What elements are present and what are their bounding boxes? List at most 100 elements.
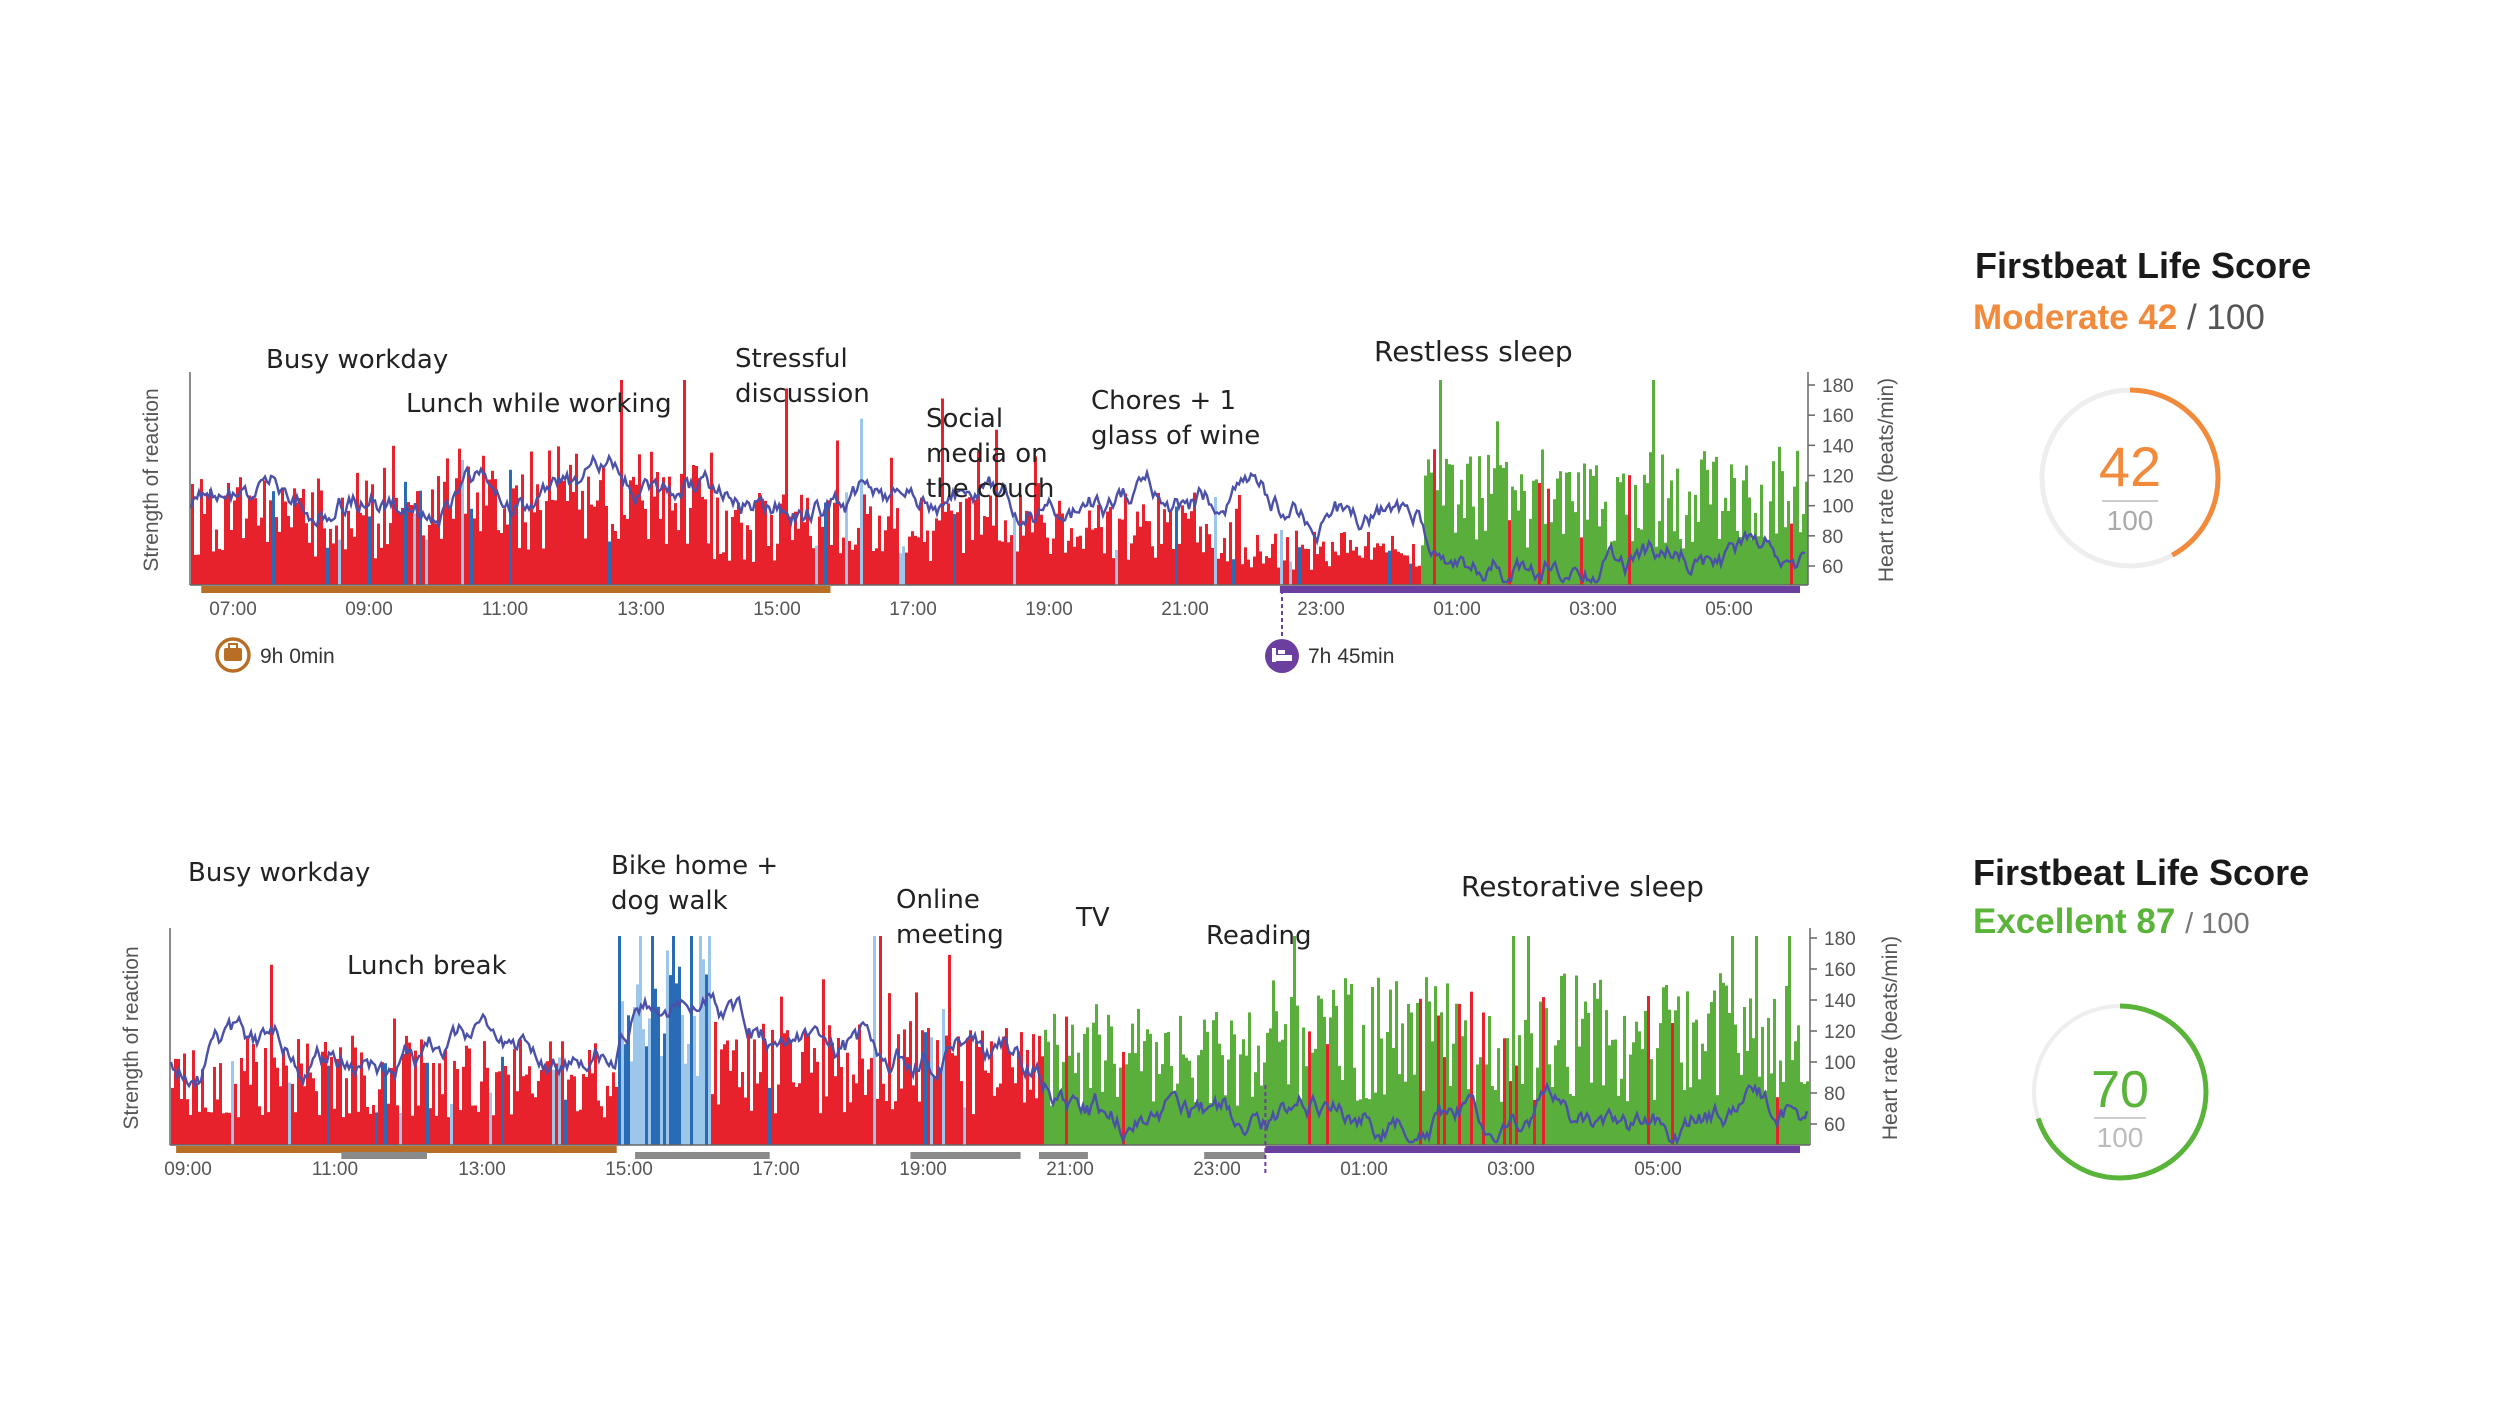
reaction-bar — [518, 548, 521, 585]
reaction-bar — [912, 1085, 915, 1145]
y-right-label-2: Heart rate (beats/min) — [1879, 936, 1902, 1140]
reaction-bar — [356, 472, 359, 585]
reaction-bar — [902, 546, 905, 585]
reaction-bar — [1785, 985, 1788, 1145]
reaction-bar — [174, 1058, 177, 1145]
reaction-bar — [1260, 1085, 1263, 1145]
reaction-bar — [582, 1074, 585, 1145]
reaction-bar — [1158, 1074, 1161, 1145]
reaction-bar — [315, 1091, 318, 1145]
reaction-bar — [734, 510, 737, 585]
reaction-bar — [1362, 1024, 1365, 1145]
reaction-bar — [785, 388, 788, 585]
reaction-bar — [1259, 551, 1262, 585]
reaction-bar — [1557, 1040, 1560, 1145]
reaction-bar — [428, 524, 431, 585]
reaction-bar — [219, 1063, 222, 1145]
reaction-bar — [1119, 1067, 1122, 1145]
reaction-bar — [1452, 1043, 1455, 1145]
reaction-bar — [1340, 533, 1343, 585]
reaction-bar — [1367, 532, 1370, 585]
reaction-bar — [1037, 483, 1040, 585]
reaction-bar — [282, 1048, 285, 1145]
reaction-bar — [1284, 1024, 1287, 1145]
reaction-bar — [1070, 528, 1073, 585]
reaction-bar — [210, 1112, 213, 1145]
reaction-bar — [506, 524, 509, 585]
reaction-bar — [1236, 1105, 1239, 1145]
reaction-bar — [788, 516, 791, 585]
reaction-bar — [1199, 526, 1202, 585]
reaction-bar — [779, 503, 782, 585]
reaction-bar — [528, 1066, 531, 1145]
reaction-bars-1 — [191, 380, 1808, 585]
reaction-bar — [1100, 527, 1103, 585]
reaction-bar — [968, 497, 971, 585]
reaction-bar — [657, 1006, 660, 1145]
reaction-bar — [575, 453, 578, 585]
reaction-bar — [1170, 1065, 1173, 1145]
reaction-bar — [297, 1039, 300, 1145]
reaction-bar — [1217, 558, 1220, 585]
reaction-bar — [1641, 1049, 1644, 1145]
reaction-bar — [530, 451, 533, 585]
reaction-bar — [536, 484, 539, 585]
reaction-bar — [1293, 936, 1296, 1145]
reaction-bar — [1124, 493, 1127, 585]
reaction-bar — [861, 1058, 864, 1145]
reaction-bar — [998, 540, 1001, 585]
time-tick-label: 21:00 — [1161, 599, 1209, 620]
reaction-bar — [1128, 1053, 1131, 1145]
reaction-bar — [180, 1099, 183, 1145]
reaction-bar — [300, 1063, 303, 1145]
reaction-bar — [959, 502, 962, 585]
time-tick-label: 07:00 — [209, 599, 257, 620]
reaction-bar — [1796, 450, 1799, 585]
sleep-period-bar-1 — [1279, 586, 1800, 593]
hr-tick-label: 60 — [1822, 557, 1843, 578]
reaction-bar — [1160, 543, 1163, 585]
reaction-bar — [1398, 1074, 1401, 1145]
reaction-bar — [1533, 1099, 1536, 1145]
reaction-bar — [663, 1033, 666, 1145]
reaction-bar — [980, 534, 983, 585]
gauge-value-2: 70 — [2091, 1061, 2149, 1119]
reaction-bar — [611, 524, 614, 585]
reaction-bar — [884, 530, 887, 585]
reaction-bar — [603, 1117, 606, 1145]
reaction-bar — [777, 1084, 780, 1145]
reaction-bar — [288, 1082, 291, 1145]
reaction-bar — [1611, 1039, 1614, 1145]
reaction-bar — [1787, 501, 1790, 585]
reaction-bar — [981, 1030, 984, 1145]
reaction-bar — [257, 525, 260, 585]
reaction-bar — [710, 452, 713, 585]
reaction-bar — [752, 561, 755, 585]
reaction-bar — [879, 936, 882, 1145]
reaction-bar — [209, 489, 212, 585]
reaction-bar — [831, 1042, 834, 1145]
reaction-bar — [671, 510, 674, 585]
reaction-bar — [890, 457, 893, 585]
reaction-bar — [1707, 1013, 1710, 1145]
reaction-bar — [704, 499, 707, 585]
reaction-bar — [1133, 535, 1136, 585]
reaction-bar — [401, 507, 404, 585]
reaction-bar — [597, 1100, 600, 1145]
reaction-bar — [1767, 1017, 1770, 1145]
reaction-bar — [1245, 1055, 1248, 1145]
gauge-arc-1 — [2039, 387, 2221, 569]
reaction-bar — [1416, 1002, 1419, 1145]
reaction-bar — [594, 1043, 597, 1145]
reaction-bar — [806, 497, 809, 585]
reaction-bar — [1518, 1035, 1521, 1145]
reaction-bar — [1185, 1057, 1188, 1145]
reaction-bar — [336, 1058, 339, 1145]
reaction-bar — [1730, 464, 1733, 585]
reaction-bar — [810, 1072, 813, 1145]
activity-period-bar — [910, 1152, 1021, 1159]
reaction-bar — [476, 492, 479, 585]
reaction-bar — [1659, 1023, 1662, 1145]
reaction-bar — [926, 530, 929, 585]
reaction-bar — [1586, 519, 1589, 585]
